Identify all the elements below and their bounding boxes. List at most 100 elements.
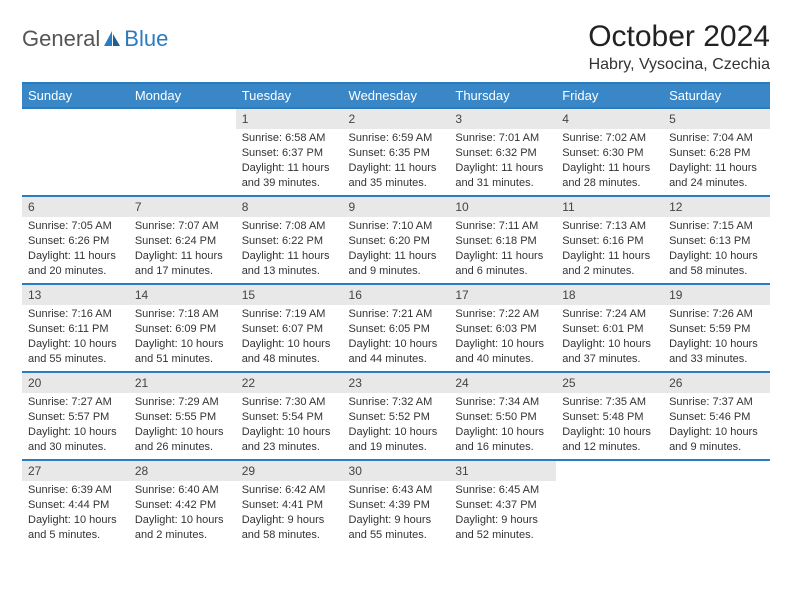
sunset-text: Sunset: 4:44 PM — [28, 498, 123, 513]
sunset-text: Sunset: 5:54 PM — [242, 410, 337, 425]
day-body: Sunrise: 7:21 AMSunset: 6:05 PMDaylight:… — [343, 305, 450, 370]
daylight-text: Daylight: 10 hours — [349, 425, 444, 440]
daylight-text: Daylight: 11 hours — [242, 249, 337, 264]
sunset-text: Sunset: 4:42 PM — [135, 498, 230, 513]
daylight-text: and 20 minutes. — [28, 264, 123, 279]
daylight-text: and 16 minutes. — [455, 440, 550, 455]
logo-text-blue: Blue — [124, 26, 168, 52]
daylight-text: Daylight: 10 hours — [562, 337, 657, 352]
daylight-text: Daylight: 10 hours — [562, 425, 657, 440]
daylight-text: Daylight: 11 hours — [28, 249, 123, 264]
day-number: 6 — [22, 197, 129, 217]
daylight-text: Daylight: 11 hours — [349, 161, 444, 176]
day-number: 22 — [236, 373, 343, 393]
calendar-day-cell: 9Sunrise: 7:10 AMSunset: 6:20 PMDaylight… — [343, 196, 450, 284]
day-body: Sunrise: 7:22 AMSunset: 6:03 PMDaylight:… — [449, 305, 556, 370]
sunrise-text: Sunrise: 6:59 AM — [349, 131, 444, 146]
sunrise-text: Sunrise: 7:13 AM — [562, 219, 657, 234]
calendar-week-row: 27Sunrise: 6:39 AMSunset: 4:44 PMDayligh… — [22, 460, 770, 548]
sunset-text: Sunset: 6:37 PM — [242, 146, 337, 161]
day-number: 23 — [343, 373, 450, 393]
day-number: 14 — [129, 285, 236, 305]
day-number: 11 — [556, 197, 663, 217]
daylight-text: Daylight: 11 hours — [669, 161, 764, 176]
sunrise-text: Sunrise: 7:08 AM — [242, 219, 337, 234]
daylight-text: and 58 minutes. — [669, 264, 764, 279]
daylight-text: Daylight: 11 hours — [455, 161, 550, 176]
day-number: 16 — [343, 285, 450, 305]
calendar-day-cell: 10Sunrise: 7:11 AMSunset: 6:18 PMDayligh… — [449, 196, 556, 284]
sunrise-text: Sunrise: 7:07 AM — [135, 219, 230, 234]
sunset-text: Sunset: 6:18 PM — [455, 234, 550, 249]
daylight-text: and 28 minutes. — [562, 176, 657, 191]
sunrise-text: Sunrise: 6:45 AM — [455, 483, 550, 498]
daylight-text: and 2 minutes. — [562, 264, 657, 279]
calendar-day-cell: 28Sunrise: 6:40 AMSunset: 4:42 PMDayligh… — [129, 460, 236, 548]
sunset-text: Sunset: 5:52 PM — [349, 410, 444, 425]
day-number: 29 — [236, 461, 343, 481]
day-body: Sunrise: 7:24 AMSunset: 6:01 PMDaylight:… — [556, 305, 663, 370]
daylight-text: Daylight: 10 hours — [28, 425, 123, 440]
sunrise-text: Sunrise: 7:19 AM — [242, 307, 337, 322]
day-body: Sunrise: 7:13 AMSunset: 6:16 PMDaylight:… — [556, 217, 663, 282]
daylight-text: Daylight: 10 hours — [455, 425, 550, 440]
day-number: 1 — [236, 109, 343, 129]
daylight-text: Daylight: 10 hours — [349, 337, 444, 352]
sunset-text: Sunset: 6:03 PM — [455, 322, 550, 337]
day-body: Sunrise: 7:30 AMSunset: 5:54 PMDaylight:… — [236, 393, 343, 458]
day-body: Sunrise: 7:26 AMSunset: 5:59 PMDaylight:… — [663, 305, 770, 370]
sunrise-text: Sunrise: 7:35 AM — [562, 395, 657, 410]
calendar-day-cell: 6Sunrise: 7:05 AMSunset: 6:26 PMDaylight… — [22, 196, 129, 284]
day-number: 7 — [129, 197, 236, 217]
calendar-day-cell: 12Sunrise: 7:15 AMSunset: 6:13 PMDayligh… — [663, 196, 770, 284]
sunrise-text: Sunrise: 7:18 AM — [135, 307, 230, 322]
day-body: Sunrise: 7:16 AMSunset: 6:11 PMDaylight:… — [22, 305, 129, 370]
sunset-text: Sunset: 5:57 PM — [28, 410, 123, 425]
day-body: Sunrise: 7:08 AMSunset: 6:22 PMDaylight:… — [236, 217, 343, 282]
calendar-week-row: 20Sunrise: 7:27 AMSunset: 5:57 PMDayligh… — [22, 372, 770, 460]
day-number: 10 — [449, 197, 556, 217]
day-number: 21 — [129, 373, 236, 393]
day-number: 12 — [663, 197, 770, 217]
daylight-text: and 30 minutes. — [28, 440, 123, 455]
sunset-text: Sunset: 4:37 PM — [455, 498, 550, 513]
day-body: Sunrise: 7:02 AMSunset: 6:30 PMDaylight:… — [556, 129, 663, 194]
day-number: 5 — [663, 109, 770, 129]
day-number: 28 — [129, 461, 236, 481]
sunset-text: Sunset: 6:07 PM — [242, 322, 337, 337]
location: Habry, Vysocina, Czechia — [588, 56, 770, 74]
day-body: Sunrise: 7:10 AMSunset: 6:20 PMDaylight:… — [343, 217, 450, 282]
daylight-text: and 52 minutes. — [455, 528, 550, 543]
day-number: 2 — [343, 109, 450, 129]
day-body: Sunrise: 6:40 AMSunset: 4:42 PMDaylight:… — [129, 481, 236, 546]
sunrise-text: Sunrise: 7:10 AM — [349, 219, 444, 234]
day-number: 3 — [449, 109, 556, 129]
sunrise-text: Sunrise: 7:11 AM — [455, 219, 550, 234]
daylight-text: Daylight: 9 hours — [349, 513, 444, 528]
daylight-text: and 55 minutes. — [28, 352, 123, 367]
day-body: Sunrise: 7:27 AMSunset: 5:57 PMDaylight:… — [22, 393, 129, 458]
day-number: 9 — [343, 197, 450, 217]
daylight-text: and 19 minutes. — [349, 440, 444, 455]
sunset-text: Sunset: 6:32 PM — [455, 146, 550, 161]
daylight-text: Daylight: 11 hours — [135, 249, 230, 264]
calendar-day-cell: 7Sunrise: 7:07 AMSunset: 6:24 PMDaylight… — [129, 196, 236, 284]
daylight-text: and 31 minutes. — [455, 176, 550, 191]
daylight-text: and 17 minutes. — [135, 264, 230, 279]
sunset-text: Sunset: 6:05 PM — [349, 322, 444, 337]
calendar-day-cell: 31Sunrise: 6:45 AMSunset: 4:37 PMDayligh… — [449, 460, 556, 548]
calendar-week-row: 1 Sunrise: 6:58 AMSunset: 6:37 PM Daylight… — [22, 108, 770, 196]
sunrise-text: Sunrise: 7:21 AM — [349, 307, 444, 322]
day-number: 25 — [556, 373, 663, 393]
calendar-day-cell: 20Sunrise: 7:27 AMSunset: 5:57 PMDayligh… — [22, 372, 129, 460]
day-body: Sunrise: 6:42 AMSunset: 4:41 PMDaylight:… — [236, 481, 343, 546]
day-body: Sunrise: 7:11 AMSunset: 6:18 PMDaylight:… — [449, 217, 556, 282]
day-body: Sunrise: 7:35 AMSunset: 5:48 PMDaylight:… — [556, 393, 663, 458]
sunrise-text: Sunrise: 6:58 AM — [242, 131, 337, 146]
calendar-day-cell: 4Sunrise: 7:02 AMSunset: 6:30 PMDaylight… — [556, 108, 663, 196]
daylight-text: Daylight: 10 hours — [242, 425, 337, 440]
calendar-day-cell: 8Sunrise: 7:08 AMSunset: 6:22 PMDaylight… — [236, 196, 343, 284]
calendar-empty-cell — [663, 460, 770, 548]
day-body: Sunrise: 7:07 AMSunset: 6:24 PMDaylight:… — [129, 217, 236, 282]
sunset-text: Sunset: 6:35 PM — [349, 146, 444, 161]
